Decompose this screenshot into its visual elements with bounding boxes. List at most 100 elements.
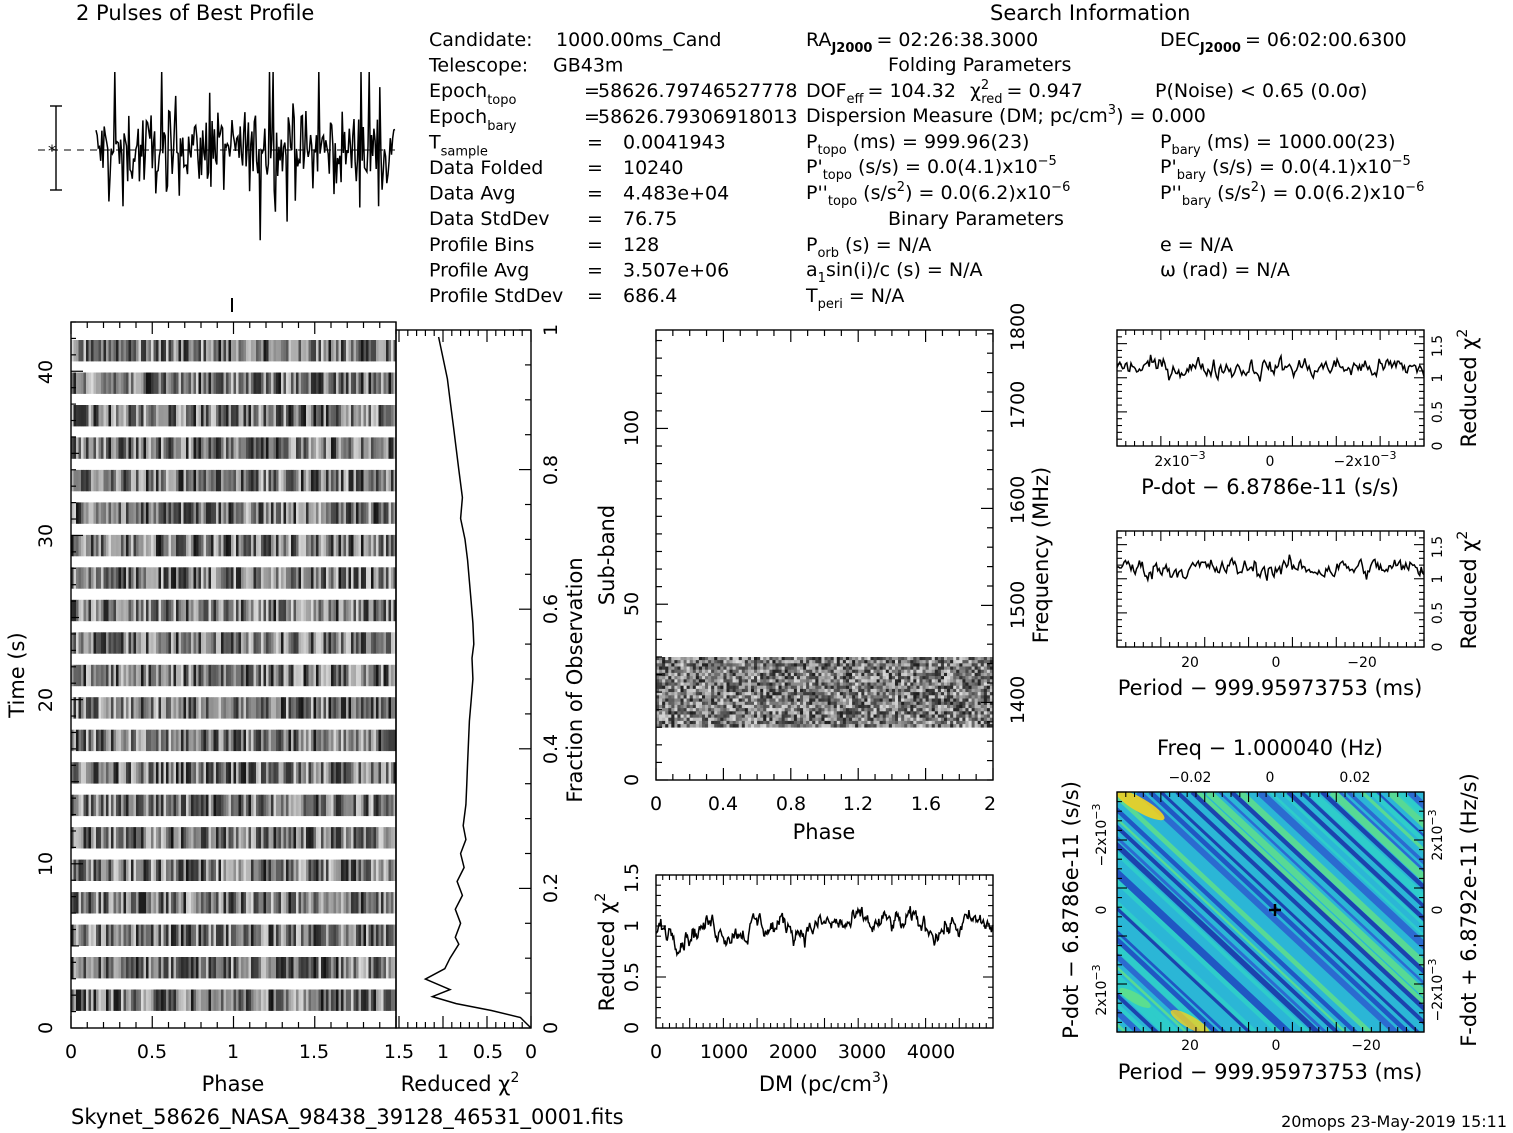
subband-cell <box>717 695 721 699</box>
time-phase-cell <box>211 762 214 784</box>
subband-cell <box>775 704 779 709</box>
time-phase-cell <box>376 664 379 687</box>
subband-cell <box>944 698 948 702</box>
time-phase-cell <box>251 729 254 752</box>
subband-cell <box>809 666 813 670</box>
time-phase-cell <box>256 469 259 492</box>
time-phase-cell <box>371 340 374 362</box>
subband-cell <box>882 672 887 677</box>
time-phase-cell <box>376 340 379 362</box>
ptopo-line: Ptopo (ms) = 999.96(23) <box>806 131 1029 158</box>
time-phase-cell <box>141 892 144 914</box>
time-phase-cell <box>71 340 74 362</box>
subband-cell <box>781 698 785 702</box>
subband-cell <box>937 698 942 702</box>
subband-cell <box>806 704 810 709</box>
time-phase-cell <box>373 437 377 459</box>
time-phase-cell <box>276 794 279 817</box>
time-phase-cell <box>76 567 79 589</box>
tc-ytick: 0 <box>540 1022 562 1034</box>
time-phase-cell <box>86 957 89 979</box>
subband-cell <box>983 711 988 715</box>
time-phase-cell <box>308 859 312 881</box>
time-phase-cell <box>96 794 99 817</box>
subband-cell <box>879 679 883 683</box>
subband-cell <box>714 714 718 718</box>
subband-cell <box>989 666 994 670</box>
time-phase-cell <box>276 957 279 979</box>
subband-cell <box>858 685 862 690</box>
time-phase-cell <box>96 859 99 881</box>
subband-cell <box>781 717 785 722</box>
time-phase-cell <box>221 372 224 394</box>
time-phase-cell <box>228 729 232 752</box>
time-phase-cell <box>288 502 292 524</box>
time-phase-cell <box>193 632 197 654</box>
subband-cell <box>683 717 687 722</box>
time-phase-cell <box>391 794 394 817</box>
time-phase-cell <box>138 469 142 492</box>
subband-cell <box>683 679 687 683</box>
time-phase-cell <box>183 372 187 394</box>
subband-cell <box>947 704 951 709</box>
time-phase-cell <box>281 437 284 459</box>
time-phase-cell <box>336 632 339 654</box>
subband-cell <box>665 717 669 722</box>
time-phase-cell <box>123 469 127 492</box>
time-phase-cell <box>313 957 317 979</box>
time-phase-cell <box>138 534 142 557</box>
subband-cell <box>913 676 917 680</box>
subband-cell <box>830 657 834 661</box>
time-phase-cell <box>346 437 349 459</box>
subband-cell <box>815 657 819 661</box>
time-phase-cell <box>383 437 387 459</box>
time-phase-cell <box>323 664 327 687</box>
time-phase-cell <box>278 632 282 654</box>
subband-cell <box>772 692 776 696</box>
subband-cell <box>744 704 749 709</box>
subband-cell <box>735 717 740 722</box>
subband-cell <box>689 701 694 706</box>
subband-cell <box>876 695 880 699</box>
subband-cell <box>806 672 810 677</box>
subband-cell <box>901 692 905 696</box>
time-phase-cell <box>231 957 234 979</box>
subband-cell <box>980 714 985 718</box>
time-phase-cell <box>346 664 349 687</box>
subband-cell <box>698 708 703 712</box>
time-phase-cell <box>121 534 124 557</box>
time-phase-cell <box>181 697 184 719</box>
subband-cell <box>769 679 773 683</box>
time-phase-cell <box>258 794 262 817</box>
time-phase-cell <box>336 567 339 589</box>
time-phase-cell <box>301 892 304 914</box>
time-phase-cell <box>193 892 197 914</box>
subband-cell <box>821 669 825 674</box>
subband-cell <box>885 676 890 680</box>
time-phase-cell <box>216 729 219 752</box>
subband-cell <box>674 672 678 677</box>
time-phase-cell <box>76 729 79 752</box>
subband-cell <box>702 682 706 686</box>
time-phase-cell <box>141 989 144 1011</box>
subband-cell <box>784 660 789 664</box>
time-phase-cell <box>196 762 199 784</box>
time-phase-cell <box>106 924 109 946</box>
subband-cell <box>913 666 917 670</box>
subband-cell <box>839 698 844 702</box>
subband-cell <box>931 688 936 693</box>
time-phase-cell <box>293 957 297 979</box>
time-phase-cell <box>358 957 362 979</box>
time-phase-cell <box>106 502 109 524</box>
time-phase-cell <box>123 762 127 784</box>
subband-cell <box>757 679 761 683</box>
time-phase-cell <box>276 599 279 622</box>
time-phase-cell <box>138 664 142 687</box>
time-phase-cell <box>318 664 322 687</box>
time-phase-cell <box>81 372 84 394</box>
subband-cell <box>763 676 767 680</box>
time-phase-cell <box>241 794 244 817</box>
a1-line: a1sin(i)/c (s) = N/A <box>806 259 982 286</box>
time-phase-cell <box>241 599 244 622</box>
time-phase-cell <box>228 924 232 946</box>
